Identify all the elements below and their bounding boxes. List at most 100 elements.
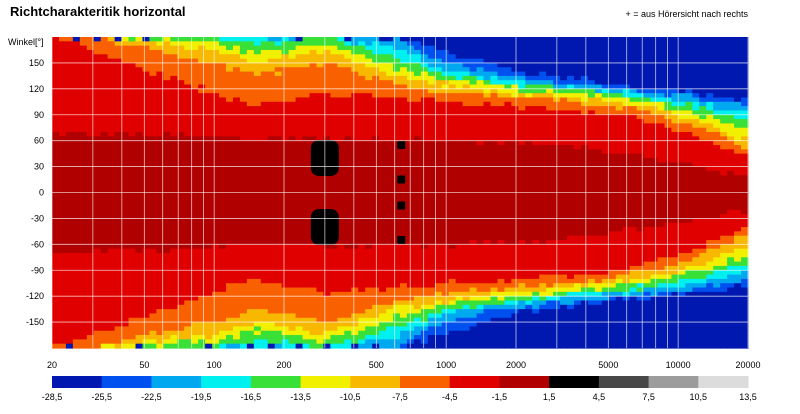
heat-cell (455, 274, 464, 280)
heat-cell (504, 313, 512, 319)
heat-cell (239, 132, 248, 137)
heat-cell (163, 162, 171, 168)
heat-cell (72, 248, 81, 254)
heat-cell (177, 214, 185, 220)
heat-cell (490, 41, 499, 47)
heat-cell (393, 291, 401, 297)
heat-cell (441, 166, 450, 172)
heat-cell (511, 296, 519, 302)
heat-cell (58, 300, 67, 306)
heat-cell (483, 106, 492, 112)
heat-cell (239, 41, 248, 47)
heat-cell (267, 37, 276, 42)
heat-cell (455, 162, 464, 168)
heat-cell (281, 106, 290, 112)
heat-cell (149, 106, 157, 112)
heat-cell (490, 326, 499, 332)
heat-cell (274, 240, 283, 245)
heat-cell (246, 162, 255, 168)
heat-cell (107, 123, 116, 129)
heat-cell (58, 54, 67, 60)
heat-cell (191, 339, 199, 345)
heat-cell (121, 343, 130, 349)
heat-cell (163, 291, 171, 297)
heat-cell (274, 144, 283, 150)
heat-cell (497, 45, 505, 51)
heat-cell (365, 309, 373, 315)
heat-cell (226, 201, 234, 207)
heat-cell (386, 261, 394, 267)
heat-cell (86, 149, 95, 155)
heat-cell (420, 127, 429, 133)
heat-cell (504, 58, 512, 64)
heat-cell (52, 93, 60, 99)
heat-cell (121, 257, 130, 263)
heat-cell (226, 261, 234, 267)
heat-cell (177, 248, 185, 254)
heat-cell (93, 265, 102, 271)
heat-cell (448, 326, 457, 332)
heat-cell (121, 127, 130, 133)
heat-cell (309, 37, 318, 42)
heat-cell (504, 205, 512, 211)
heat-cell (379, 101, 387, 107)
heat-cell (121, 309, 130, 315)
heat-cell (135, 313, 144, 319)
heat-cell (121, 101, 130, 107)
heat-cell (400, 343, 408, 349)
heat-cell (142, 183, 151, 189)
heat-cell (239, 49, 248, 55)
heat-cell (86, 205, 95, 211)
heat-cell (337, 45, 345, 51)
heat-cell (121, 335, 130, 340)
heat-cell (135, 37, 144, 42)
heat-cell (205, 265, 213, 271)
heat-cell (79, 41, 88, 47)
heat-cell (260, 183, 269, 189)
heat-cell (309, 343, 318, 349)
heat-cell (191, 175, 199, 181)
heat-cell (267, 75, 276, 81)
heat-cell (316, 93, 325, 99)
heat-cell (386, 75, 394, 81)
heat-cell (100, 140, 109, 146)
heat-cell (100, 291, 109, 297)
heat-cell (219, 188, 227, 194)
heat-cell (205, 209, 213, 215)
heat-cell (483, 291, 492, 297)
heat-cell (170, 162, 178, 168)
heat-cell (504, 227, 512, 232)
heat-cell (455, 287, 464, 293)
heat-cell (191, 304, 199, 310)
heat-cell (413, 296, 422, 302)
heat-cell (455, 270, 464, 276)
heat-cell (163, 287, 171, 293)
heat-cell (413, 304, 422, 310)
heat-cell (504, 300, 512, 306)
heat-cell (86, 183, 95, 189)
heat-cell (365, 248, 373, 254)
heat-cell (295, 244, 304, 250)
heat-cell (420, 101, 429, 107)
heat-cell (100, 157, 109, 163)
heat-cell (149, 71, 157, 77)
heat-cell (434, 136, 443, 142)
heat-cell (79, 97, 88, 103)
heat-cell (135, 278, 144, 284)
heat-cell (476, 291, 485, 297)
heat-cell (455, 114, 464, 120)
heat-cell (219, 270, 227, 276)
heat-cell (455, 309, 464, 315)
heat-cell (504, 248, 512, 254)
heat-cell (191, 291, 199, 297)
heat-cell (163, 37, 171, 42)
heat-cell (163, 127, 171, 133)
heat-cell (149, 67, 157, 73)
heat-cell (128, 296, 137, 302)
heat-cell (358, 127, 366, 133)
heat-cell (170, 326, 178, 332)
heat-cell (149, 127, 157, 133)
heat-cell (232, 287, 241, 293)
heat-cell (100, 58, 109, 64)
heat-cell (462, 304, 471, 310)
